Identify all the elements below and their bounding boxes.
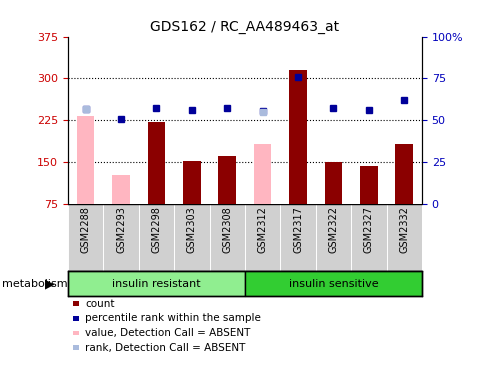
Text: percentile rank within the sample: percentile rank within the sample [85,313,260,323]
Bar [288,70,306,204]
Bar [324,162,342,204]
Text: metabolism: metabolism [2,279,68,289]
Text: GSM2317: GSM2317 [292,206,302,253]
Text: GSM2303: GSM2303 [186,206,197,253]
Bar [394,145,412,204]
Text: GSM2288: GSM2288 [80,206,91,253]
Text: insulin resistant: insulin resistant [112,279,200,289]
Bar [253,144,271,204]
Bar [147,122,165,204]
Text: value, Detection Call = ABSENT: value, Detection Call = ABSENT [85,328,250,338]
Text: ▶: ▶ [45,277,55,290]
Text: rank, Detection Call = ABSENT: rank, Detection Call = ABSENT [85,343,245,353]
Text: GSM2332: GSM2332 [398,206,408,253]
Bar [68,271,244,296]
Text: GSM2312: GSM2312 [257,206,267,253]
Bar [182,161,200,204]
Bar [112,175,130,204]
Title: GDS162 / RC_AA489463_at: GDS162 / RC_AA489463_at [150,20,339,34]
Text: GSM2293: GSM2293 [116,206,126,253]
Text: count: count [85,299,114,309]
Text: GSM2298: GSM2298 [151,206,161,253]
Text: GSM2322: GSM2322 [328,206,338,253]
Bar [218,156,236,204]
Bar [244,271,421,296]
Text: GSM2327: GSM2327 [363,206,373,253]
Bar [359,166,377,204]
Text: insulin sensitive: insulin sensitive [288,279,378,289]
Text: GSM2308: GSM2308 [222,206,232,253]
Bar [76,116,94,204]
